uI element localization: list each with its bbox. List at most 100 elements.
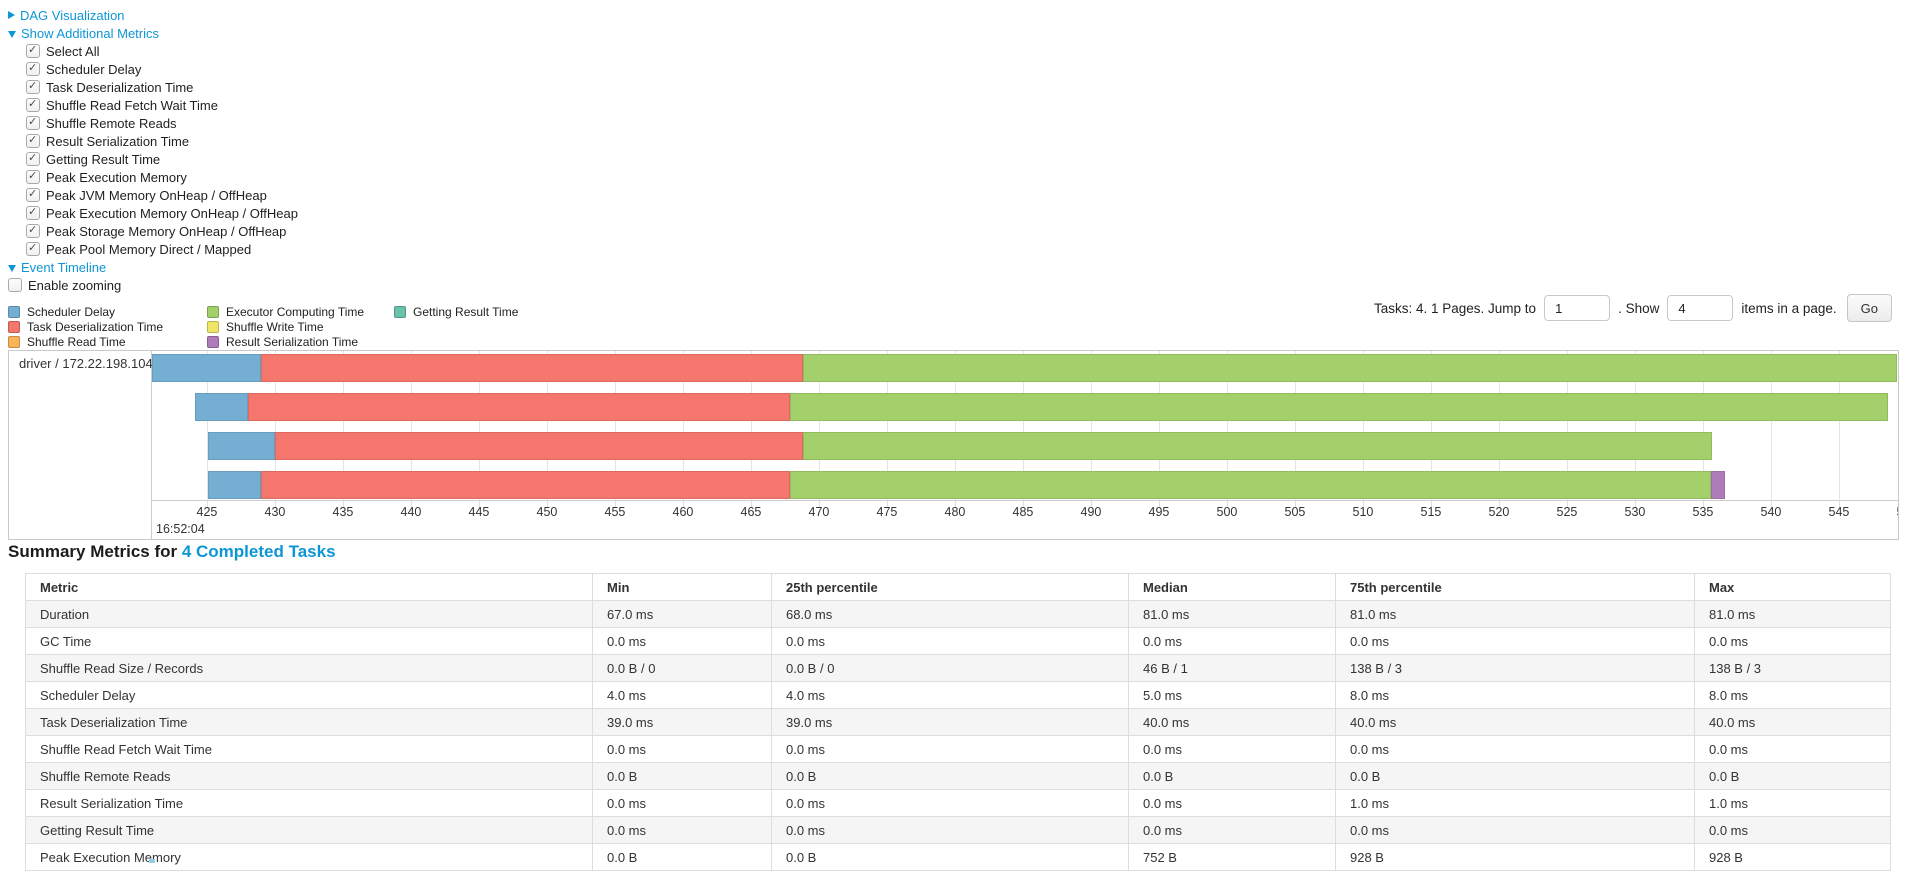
metric-value-cell: 0.0 ms [592, 816, 772, 844]
table-row: Getting Result Time 0.0 ms 0.0 ms 0.0 ms 0.0… [25, 816, 1891, 844]
table-row: GC Time 0.0 ms 0.0 ms 0.0 ms 0.0 ms 0.0 ms [25, 627, 1891, 655]
metric-checkbox[interactable] [26, 169, 40, 184]
metric-checkbox[interactable] [26, 115, 40, 130]
tick-mark [1090, 500, 1092, 507]
task-deserialization-segment[interactable] [274, 432, 803, 460]
executor-computing-segment[interactable] [790, 393, 1888, 421]
event-timeline-toggle[interactable]: Event Timeline [8, 258, 298, 276]
metric-checkbox-row[interactable]: Peak JVM Memory OnHeap / OffHeap [26, 186, 298, 204]
enable-zooming-row[interactable]: Enable zooming [8, 276, 298, 294]
metric-checkbox-label: Result Serialization Time [46, 133, 190, 149]
table-header-cell: Min [592, 573, 772, 601]
metric-checkbox[interactable] [26, 43, 40, 58]
scheduler-delay-segment[interactable] [152, 354, 262, 382]
legend-label: Task Deserialization Time [27, 319, 164, 334]
metric-checkbox-row[interactable]: Select All [26, 42, 298, 60]
gridline [478, 351, 480, 500]
metric-checkbox-row[interactable]: Peak Storage Memory OnHeap / OffHeap [26, 222, 298, 240]
tick-label: 435 [332, 505, 354, 519]
expanded-arrow-icon [8, 264, 16, 272]
scheduler-delay-segment[interactable] [194, 393, 248, 421]
tick-mark [1634, 500, 1636, 507]
metric-checkbox[interactable] [26, 151, 40, 166]
metric-checkbox-label: Peak Execution Memory OnHeap / OffHeap [46, 205, 298, 221]
show-additional-metrics-toggle[interactable]: Show Additional Metrics [8, 24, 298, 42]
task-deserialization-segment[interactable] [261, 471, 791, 499]
metric-name-cell: Shuffle Remote Reads [25, 762, 593, 790]
task-timeline-bar[interactable] [152, 393, 1898, 421]
task-timeline-bar[interactable] [152, 432, 1898, 460]
metric-checkbox[interactable] [26, 205, 40, 220]
metric-checkbox-row[interactable]: Peak Execution Memory [26, 168, 298, 186]
metric-checkbox[interactable] [26, 79, 40, 94]
metric-value-cell: 4.0 ms [592, 681, 772, 709]
metric-checkbox-row[interactable]: Peak Pool Memory Direct / Mapped [26, 240, 298, 258]
tick-mark [206, 500, 208, 507]
jump-to-page-input[interactable] [1544, 295, 1611, 321]
metric-checkbox[interactable] [26, 187, 40, 202]
go-button[interactable]: Go [1846, 294, 1892, 322]
metric-checkbox-row[interactable]: Task Deserialization Time [26, 78, 298, 96]
gridline [750, 351, 752, 500]
tick-label: 520 [1488, 505, 1510, 519]
metric-value-cell: 0.0 ms [771, 816, 1129, 844]
task-timeline-bar[interactable] [152, 354, 1898, 382]
completed-tasks-link[interactable]: 4 Completed Tasks [181, 542, 336, 561]
metric-checkbox-label: Select All [46, 43, 100, 59]
executor-computing-segment[interactable] [790, 471, 1712, 499]
gridline [818, 351, 820, 500]
items-per-page-input[interactable] [1667, 295, 1734, 321]
metric-checkbox[interactable] [26, 241, 40, 256]
legend-swatch-icon [8, 305, 20, 318]
gridline [1498, 351, 1500, 500]
metric-checkbox[interactable] [26, 133, 40, 148]
metric-checkbox-row[interactable]: Peak Execution Memory OnHeap / OffHeap [26, 204, 298, 222]
tick-mark [1702, 500, 1704, 507]
metric-value-cell: 0.0 ms [1694, 816, 1891, 844]
executor-computing-segment[interactable] [802, 354, 1898, 382]
legend-label: Shuffle Write Time [226, 319, 324, 334]
scheduler-delay-segment[interactable] [208, 432, 275, 460]
metric-value-cell: 0.0 B [1335, 762, 1695, 790]
event-timeline-label: Event Timeline [21, 259, 107, 275]
dag-visualization-toggle[interactable]: DAG Visualization [8, 6, 298, 24]
metric-value-cell: 928 B [1694, 843, 1891, 871]
executor-computing-segment[interactable] [802, 432, 1713, 460]
result-serialization-segment[interactable] [1711, 471, 1725, 499]
metric-name-cell: Shuffle Read Size / Records [25, 654, 593, 682]
metric-value-cell: 40.0 ms [1335, 708, 1695, 736]
scheduler-delay-segment[interactable] [208, 471, 262, 499]
task-deserialization-segment[interactable] [247, 393, 791, 421]
tick-label: 460 [672, 505, 694, 519]
metric-checkbox-row[interactable]: Result Serialization Time [26, 132, 298, 150]
tick-label: 445 [468, 505, 490, 519]
items-in-page-text: items in a page. [1741, 300, 1837, 316]
metric-checkbox-row[interactable]: Scheduler Delay [26, 60, 298, 78]
metric-checkbox-label: Shuffle Read Fetch Wait Time [46, 97, 218, 113]
metric-value-cell: 39.0 ms [771, 708, 1129, 736]
table-row: Shuffle Remote Reads 0.0 B 0.0 B 0.0 B 0.0 B… [25, 762, 1891, 790]
task-timeline-bar[interactable] [152, 471, 1898, 499]
metric-value-cell: 752 B [1128, 843, 1336, 871]
tick-label: 530 [1624, 505, 1646, 519]
metric-name-cell: Result Serialization Time [25, 789, 593, 817]
metric-value-cell: 0.0 ms [1128, 816, 1336, 844]
task-deserialization-segment[interactable] [261, 354, 803, 382]
table-row: Shuffle Read Fetch Wait Time 0.0 ms 0.0 ms… [25, 735, 1891, 763]
tick-label: 500 [1216, 505, 1238, 519]
table-header-cell: Median [1128, 573, 1336, 601]
metric-checkbox-row[interactable]: Getting Result Time [26, 150, 298, 168]
metric-checkbox[interactable] [26, 61, 40, 76]
metric-value-cell: 0.0 ms [1694, 735, 1891, 763]
tick-label: 475 [876, 505, 898, 519]
task-pagination: Tasks: 4. 1 Pages. Jump to . Show items … [1374, 294, 1892, 322]
enable-zooming-checkbox[interactable] [8, 278, 22, 292]
metric-value-cell: 68.0 ms [771, 600, 1129, 628]
legend-swatch-icon [8, 320, 20, 333]
metric-checkbox-row[interactable]: Shuffle Remote Reads [26, 114, 298, 132]
tick-mark [274, 500, 276, 507]
metric-checkbox[interactable] [26, 97, 40, 112]
tick-mark [682, 500, 684, 507]
metric-checkbox[interactable] [26, 223, 40, 238]
metric-checkbox-row[interactable]: Shuffle Read Fetch Wait Time [26, 96, 298, 114]
